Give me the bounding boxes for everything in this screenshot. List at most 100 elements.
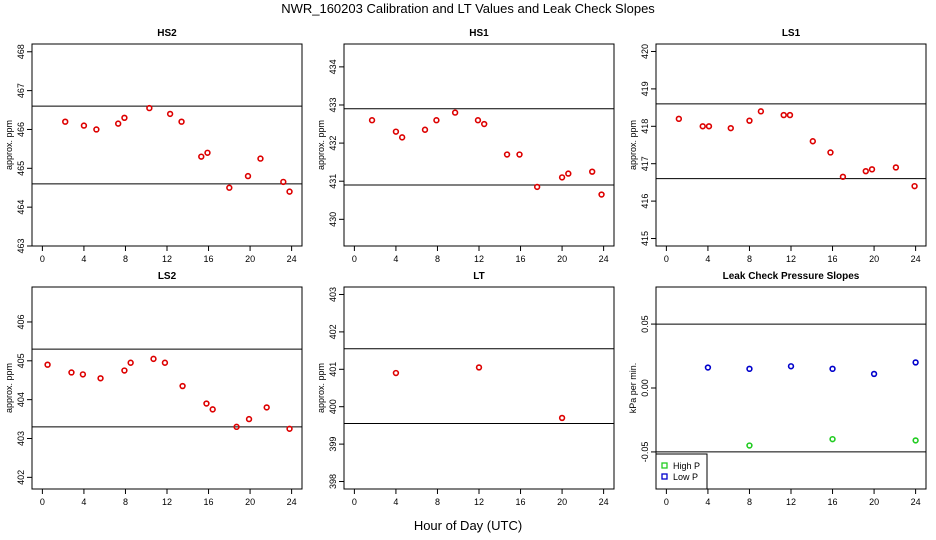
y-tick-label: 416 xyxy=(640,194,650,209)
x-tick-label: 0 xyxy=(664,254,669,264)
legend-marker xyxy=(661,462,668,469)
x-tick-label: 24 xyxy=(599,254,609,264)
data-point xyxy=(121,367,128,374)
data-point xyxy=(675,115,683,123)
chart-main-title: NWR_160203 Calibration and LT Values and… xyxy=(281,1,655,16)
x-tick-label: 16 xyxy=(204,254,214,264)
panel-hs2: HS2 0 4 8 12 16 20 24 463 464 465 466 467 468 approx. … xyxy=(4,28,303,264)
y-tick-label: 433 xyxy=(328,97,338,112)
y-tick-label: 466 xyxy=(16,122,26,137)
data-point xyxy=(516,151,523,158)
x-tick-label: 0 xyxy=(40,254,45,264)
data-point xyxy=(780,111,787,119)
data-point xyxy=(398,134,406,141)
data-point xyxy=(79,371,87,378)
data-point xyxy=(233,423,240,431)
x-tick-label: 12 xyxy=(162,254,172,264)
panel-title: LS1 xyxy=(782,28,801,39)
data-point xyxy=(475,364,483,371)
data-point xyxy=(150,355,157,363)
x-tick-label: 8 xyxy=(123,254,128,264)
data-point xyxy=(912,437,919,444)
data-point xyxy=(705,123,713,130)
data-point xyxy=(204,149,211,156)
data-point xyxy=(474,117,482,124)
x-tick-label: 24 xyxy=(287,497,297,507)
data-point xyxy=(911,182,918,190)
y-tick-label: 403 xyxy=(16,431,26,446)
data-point xyxy=(226,184,233,191)
x-tick-label: 16 xyxy=(204,497,214,507)
x-tick-label: 0 xyxy=(352,254,357,264)
x-tick-label: 20 xyxy=(245,254,255,264)
data-point xyxy=(503,151,511,158)
x-tick-label: 20 xyxy=(869,254,879,264)
x-tick-label: 4 xyxy=(81,254,86,264)
y-tick-label: 468 xyxy=(16,44,26,59)
x-tick-label: 20 xyxy=(869,497,879,507)
y-tick-label: 464 xyxy=(16,200,26,215)
panel-lt: LT 0 4 8 12 16 20 24 398 399 400 401 402 403 approx. p… xyxy=(316,271,615,507)
x-tick-label: 8 xyxy=(747,497,752,507)
x-tick-label: 8 xyxy=(123,497,128,507)
data-point xyxy=(746,365,753,373)
panel-ls1: LS1 0 4 8 12 16 20 24 415 416 417 418 419 420 approx. … xyxy=(628,28,927,264)
y-tick-label: 434 xyxy=(328,59,338,74)
y-tick-label: 0.05 xyxy=(640,315,650,333)
y-tick-label: 431 xyxy=(328,174,338,189)
data-point xyxy=(244,172,252,180)
data-point xyxy=(746,442,753,449)
data-point xyxy=(178,118,185,125)
data-point xyxy=(868,166,876,173)
panel-title: Leak Check Pressure Slopes xyxy=(723,271,860,282)
data-point xyxy=(421,126,429,133)
x-tick-label: 4 xyxy=(81,497,86,507)
panel-ls2: LS2 0 4 8 12 16 20 24 402 403 404 405 406 approx. ppm xyxy=(4,271,303,507)
y-tick-label: 403 xyxy=(328,287,338,302)
x-tick-label: 16 xyxy=(516,254,526,264)
panel-title: HS1 xyxy=(469,28,489,39)
data-point xyxy=(146,104,153,112)
y-axis-label: approx. ppm xyxy=(316,363,326,413)
y-tick-label: 402 xyxy=(328,324,338,339)
y-tick-label: 463 xyxy=(16,238,26,253)
data-point xyxy=(392,128,400,135)
data-point xyxy=(829,365,836,373)
data-point xyxy=(558,174,566,181)
data-point xyxy=(286,188,293,195)
x-tick-label: 24 xyxy=(599,497,609,507)
panel-title: HS2 xyxy=(157,28,177,39)
x-tick-label: 20 xyxy=(245,497,255,507)
data-point xyxy=(114,120,122,127)
data-point xyxy=(699,123,706,130)
plot-frame xyxy=(31,286,303,490)
y-tick-label: 430 xyxy=(328,212,338,227)
y-tick-label: 406 xyxy=(16,314,26,329)
data-point xyxy=(598,191,605,198)
y-tick-label: 467 xyxy=(16,83,26,98)
data-point xyxy=(161,359,169,366)
x-tick-label: 12 xyxy=(786,254,796,264)
data-point xyxy=(892,164,900,171)
data-point xyxy=(263,404,270,411)
data-point xyxy=(862,167,869,175)
x-tick-label: 20 xyxy=(557,254,567,264)
data-point xyxy=(839,173,847,180)
y-tick-label: 402 xyxy=(16,470,26,485)
y-tick-label: 415 xyxy=(640,231,650,246)
y-axis-label: kPa per min. xyxy=(628,363,638,414)
data-point xyxy=(97,375,104,382)
legend-label: Low P xyxy=(673,472,698,482)
y-tick-label: 432 xyxy=(328,136,338,151)
data-point xyxy=(44,361,51,368)
data-point xyxy=(257,155,264,162)
data-point xyxy=(368,117,376,124)
x-tick-label: 0 xyxy=(352,497,357,507)
panel-leak-check-pressure-slopes: Leak Check Pressure Slopes 0 4 8 12 16 20 24 -0.… xyxy=(628,271,927,507)
data-point xyxy=(62,118,69,125)
data-point xyxy=(727,124,734,132)
data-point xyxy=(68,369,75,376)
x-tick-label: 12 xyxy=(786,497,796,507)
